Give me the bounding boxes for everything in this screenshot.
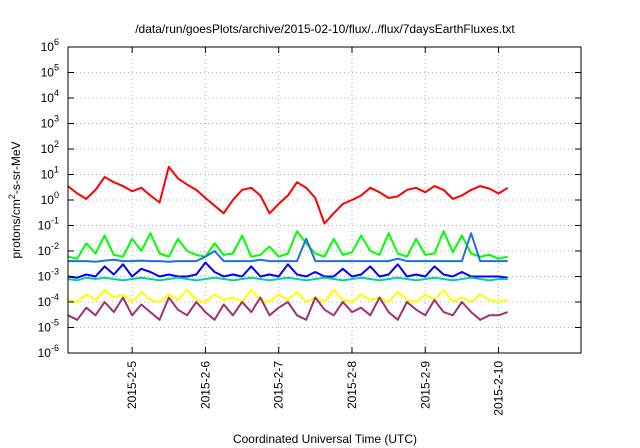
ticks [68,46,581,354]
y-tick-exponent: 4 [54,88,59,98]
y-tick-base: 10 [38,270,52,284]
x-tick-labels: 2015-2-5 2015-2-6 2015-2-7 2015-2-8 2015-2-9… [125,361,505,416]
y-tick-label: 100 [41,190,59,207]
y-tick-labels: 10-610-510-410-310-210-11001011021031041… [38,37,59,360]
y-tick-label: 10-2 [38,241,59,258]
y-tick-base: 10 [41,193,55,207]
series-line-5 [67,276,508,282]
x-tick-label: 2015-2-5 [125,361,139,409]
y-tick-exponent: 1 [54,165,59,175]
x-tick-label: 2015-2-7 [272,361,286,409]
series-layer [67,165,509,321]
chart-title: /data/run/goesPlots/archive/2015-02-10/f… [135,22,515,36]
y-tick-label: 10-1 [38,216,59,233]
y-tick-base: 10 [38,244,52,258]
y-tick-base: 10 [38,346,52,360]
y-tick-base: 10 [38,295,52,309]
y-tick-exponent: -1 [51,216,59,226]
y-tick-exponent: 0 [54,190,59,200]
y-tick-base: 10 [41,168,55,182]
y-tick-label: 10-6 [38,343,59,360]
y-tick-base: 10 [41,117,55,131]
series-line-1 [67,165,509,225]
y-tick-label: 10-3 [38,267,59,284]
series-line-4 [67,261,508,279]
y-tick-exponent: -2 [51,241,59,251]
y-tick-label: 10-4 [38,292,59,309]
x-tick-label: 2015-2-8 [345,361,359,409]
y-tick-base: 10 [41,66,55,80]
y-tick-exponent: -4 [51,292,59,302]
y-tick-label: 105 [41,63,59,80]
y-tick-label: 101 [41,165,59,182]
y-tick-exponent: 2 [54,139,59,149]
y-tick-base: 10 [41,142,55,156]
x-tick-label: 2015-2-9 [418,361,432,409]
series-line-3 [68,232,508,263]
y-tick-base: 10 [38,219,52,233]
y-axis-label: protons/cm2-s-sr-MeV [7,141,23,258]
x-tick-label: 2015-2-10 [492,361,506,416]
y-tick-base: 10 [41,91,55,105]
y-tick-exponent: -6 [51,343,59,353]
y-tick-label: 103 [41,114,59,131]
y-tick-base: 10 [38,321,52,335]
y-tick-exponent: 6 [54,37,59,47]
series-line-7 [67,296,509,321]
x-axis-label: Coordinated Universal Time (UTC) [233,432,417,446]
y-tick-base: 10 [41,40,55,54]
y-tick-exponent: 5 [54,63,59,73]
y-axis-label-post: -s-sr-MeV [9,141,23,194]
series-line-2 [67,230,508,260]
y-axis-label-pre: protons/cm [9,199,23,258]
y-tick-label: 106 [41,37,59,54]
x-tick-label: 2015-2-6 [198,361,212,409]
y-tick-exponent: -5 [51,318,59,328]
y-axis-label-sup: 2 [7,194,17,199]
y-tick-label: 104 [41,88,59,105]
y-tick-label: 10-5 [38,318,59,335]
y-tick-exponent: 3 [54,114,59,124]
y-tick-exponent: -3 [51,267,59,277]
y-tick-label: 102 [41,139,59,156]
series-line-6 [67,288,508,303]
